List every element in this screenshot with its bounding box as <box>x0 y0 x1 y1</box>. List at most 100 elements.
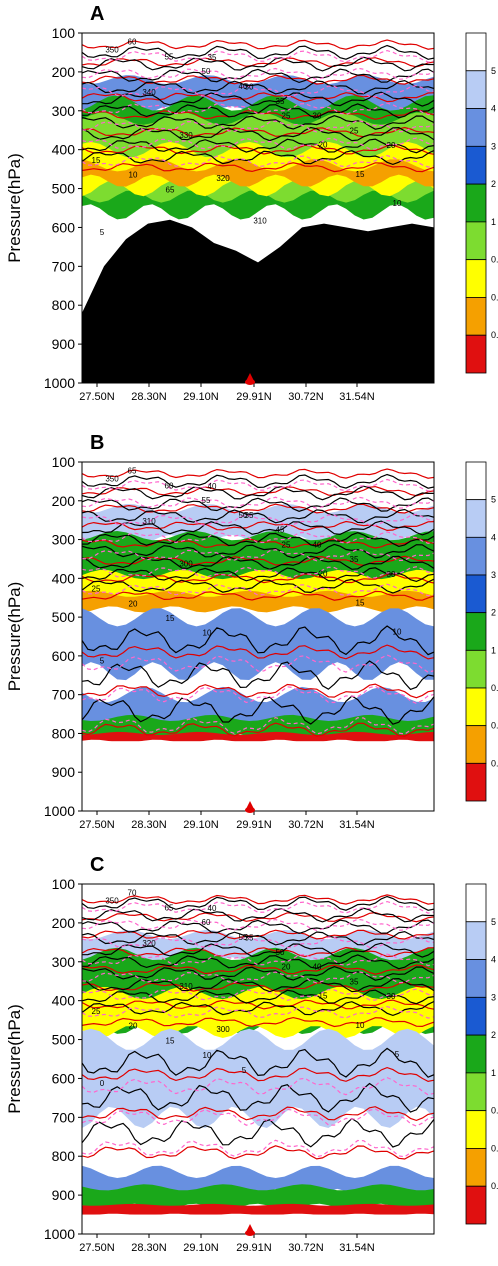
wind-contour <box>82 68 434 84</box>
x-tick-label: 29.91N <box>236 391 272 403</box>
humidity-contour <box>82 918 434 932</box>
theta-contour <box>82 39 434 50</box>
theta-contour <box>82 573 434 584</box>
wind-contour-low <box>82 695 434 725</box>
y-tick-label: 800 <box>52 1148 76 1164</box>
wind-contour <box>82 126 434 142</box>
wind-contour <box>82 567 434 583</box>
contour-label: 65 <box>165 903 174 912</box>
colorbar-label: 0.25 <box>491 758 498 768</box>
humidity-contour <box>82 102 434 116</box>
y-tick-label: 100 <box>52 25 76 41</box>
contour-label: 35 <box>276 97 285 106</box>
x-tick-label: 29.10N <box>183 1242 219 1254</box>
y-tick-label: 200 <box>52 493 76 509</box>
contour-label: 320 <box>142 939 156 948</box>
humidity-contour <box>82 1005 434 1019</box>
plot-frame <box>81 461 435 812</box>
wind-contour <box>82 919 434 935</box>
y-tick-label: 500 <box>52 1032 76 1048</box>
contour-label: 35 <box>208 53 217 62</box>
colorbar-label: 1 <box>491 217 496 227</box>
contour-label: 350 <box>105 474 119 483</box>
contour-label: 35 <box>245 511 254 520</box>
theta-contour <box>82 999 434 1010</box>
colorbar-swatch <box>465 32 487 72</box>
colorbar-label: 2 <box>491 1030 496 1040</box>
y-tick-label: 800 <box>52 297 76 313</box>
wind-contour <box>82 578 434 594</box>
y-tick-label: 200 <box>52 915 76 931</box>
contour-label: 50 <box>276 948 285 957</box>
contour-label: 340 <box>142 88 156 97</box>
y-tick-label: 400 <box>52 993 76 1009</box>
shading-low-red <box>82 731 434 743</box>
humidity-contour <box>82 496 434 509</box>
y-tick-label: 300 <box>52 954 76 970</box>
y-tick-label: 400 <box>52 142 76 158</box>
theta-contour <box>82 946 434 958</box>
colorbar-label: 1 <box>491 645 496 655</box>
contour-label: 310 <box>179 982 193 991</box>
contour-label: 30 <box>313 112 322 121</box>
colorbar-swatch <box>465 108 487 147</box>
contour-label: 60 <box>128 38 137 47</box>
contour-label: 15 <box>92 156 101 165</box>
theta-contour-low <box>82 1106 434 1122</box>
colorbar-label: 5 <box>491 495 496 505</box>
wind-contour <box>82 91 434 107</box>
shading-mid-blue <box>82 608 434 681</box>
colorbar-swatch <box>465 725 487 764</box>
y-tick-label: 700 <box>52 687 76 703</box>
contour-label: 310 <box>253 217 267 226</box>
contour-label: 65 <box>128 467 137 476</box>
wind-contour <box>82 497 434 512</box>
contour-label: 5 <box>100 657 105 666</box>
colorbar-label: 4 <box>491 104 496 114</box>
no-data-area <box>82 741 434 811</box>
plot-frame <box>81 883 435 1235</box>
y-tick-label: 200 <box>52 64 76 80</box>
contour-label: 15 <box>166 1036 175 1045</box>
colorbar-swatch <box>465 649 487 689</box>
humidity-contour-low <box>82 654 434 673</box>
x-tick-label: 31.54N <box>339 819 375 831</box>
wind-contour <box>82 977 434 993</box>
wind-contour <box>82 149 434 166</box>
wind-contour-low <box>82 660 434 691</box>
y-axis-label: Pressure(hPa) <box>5 153 24 263</box>
contour-label: 50 <box>239 511 248 520</box>
humidity-contour <box>82 566 434 579</box>
contour-label: 55 <box>165 52 174 61</box>
wind-contour <box>82 508 434 524</box>
x-tick-label: 31.54N <box>339 1242 375 1254</box>
contour-label: 30 <box>387 992 396 1001</box>
contour-label: 10 <box>203 629 212 638</box>
contour-label: 320 <box>216 174 230 183</box>
contour-label: 25 <box>350 126 359 135</box>
contour-label: 40 <box>208 482 217 491</box>
colorbar-label: 3 <box>491 570 496 580</box>
colorbar-swatch <box>465 297 487 336</box>
wind-contour <box>82 103 434 119</box>
contour-label: 65 <box>166 185 175 194</box>
y-axis-label: Pressure(hPa) <box>5 1004 24 1114</box>
y-tick-label: 600 <box>52 648 76 664</box>
x-tick-label: 30.72N <box>288 819 324 831</box>
wind-contour <box>82 532 434 548</box>
contour-label: 10 <box>393 199 402 208</box>
station-marker-base <box>245 1230 255 1236</box>
wind-contour <box>82 79 434 95</box>
humidity-contour-low <box>82 716 434 735</box>
wind-contour <box>82 473 434 489</box>
contour-label: 5 <box>242 1066 247 1075</box>
y-tick-label: 900 <box>52 764 76 780</box>
colorbar-swatch <box>465 461 487 501</box>
y-tick-label: 300 <box>52 532 76 548</box>
wind-contour <box>82 954 434 970</box>
theta-contour <box>82 485 434 497</box>
colorbar-label: 3 <box>491 992 496 1002</box>
y-tick-label: 500 <box>52 609 76 625</box>
colorbar-swatch <box>465 1034 487 1074</box>
theta-contour <box>82 929 434 940</box>
